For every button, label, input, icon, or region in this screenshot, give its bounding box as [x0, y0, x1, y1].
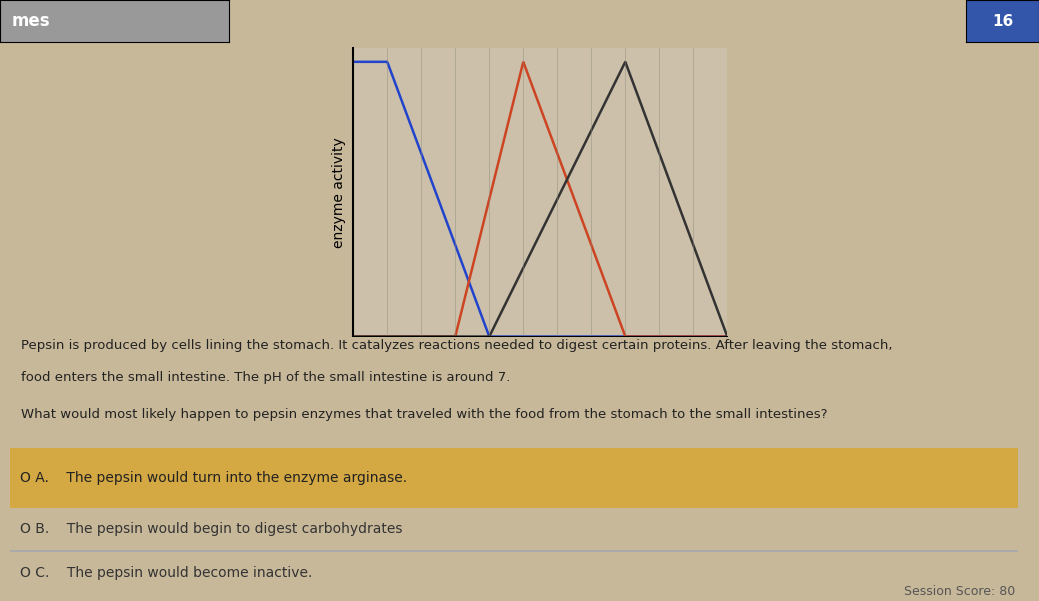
Text: O C.    The pepsin would become inactive.: O C. The pepsin would become inactive. — [21, 566, 313, 581]
Text: O A.    The pepsin would turn into the enzyme arginase.: O A. The pepsin would turn into the enzy… — [21, 471, 407, 485]
Text: acidic: acidic — [369, 388, 405, 401]
Text: mes: mes — [11, 12, 50, 30]
Text: Pepsin is produced by cells lining the stomach. It catalyzes reactions needed to: Pepsin is produced by cells lining the s… — [21, 339, 893, 352]
Text: O B.    The pepsin would begin to digest carbohydrates: O B. The pepsin would begin to digest ca… — [21, 522, 403, 537]
Text: What would most likely happen to pepsin enzymes that traveled with the food from: What would most likely happen to pepsin … — [21, 408, 827, 421]
Text: food enters the small intestine. The pH of the small intestine is around 7.: food enters the small intestine. The pH … — [21, 371, 510, 384]
Text: basic: basic — [677, 388, 710, 401]
Text: 16: 16 — [992, 14, 1013, 28]
Text: Session Score: 80: Session Score: 80 — [904, 585, 1015, 598]
Text: pH: pH — [532, 388, 549, 401]
Y-axis label: enzyme activity: enzyme activity — [332, 137, 346, 248]
